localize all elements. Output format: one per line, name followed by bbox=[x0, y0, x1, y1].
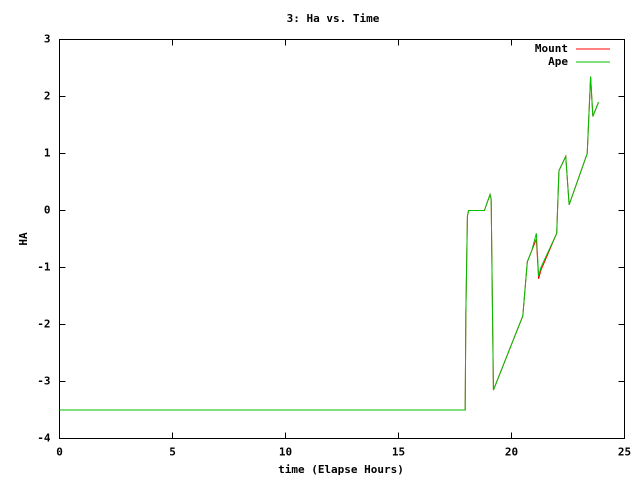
y-axis-label: HA bbox=[17, 232, 30, 246]
y-tick-label: -1 bbox=[37, 261, 51, 274]
y-tick-label: 0 bbox=[44, 204, 51, 217]
x-tick-label: 0 bbox=[56, 446, 63, 459]
y-tick-label: -4 bbox=[37, 432, 51, 445]
x-tick-label: 20 bbox=[505, 446, 518, 459]
y-tick-label: -2 bbox=[37, 318, 50, 331]
plot-frame bbox=[59, 39, 625, 439]
x-tick-label: 5 bbox=[169, 446, 176, 459]
x-tick-label: 25 bbox=[618, 446, 631, 459]
legend-label: Mount bbox=[535, 42, 568, 55]
y-tick-label: 2 bbox=[44, 90, 51, 103]
legend-label: Ape bbox=[548, 55, 568, 68]
chart-title: 3: Ha vs. Time bbox=[287, 12, 380, 25]
y-tick-label: 3 bbox=[44, 33, 51, 46]
x-tick-label: 10 bbox=[279, 446, 292, 459]
y-tick-label: -3 bbox=[37, 375, 50, 388]
x-axis-label: time (Elapse Hours) bbox=[278, 463, 404, 476]
data-line bbox=[59, 76, 599, 411]
y-tick-label: 1 bbox=[44, 147, 51, 160]
x-tick-label: 15 bbox=[392, 446, 405, 459]
